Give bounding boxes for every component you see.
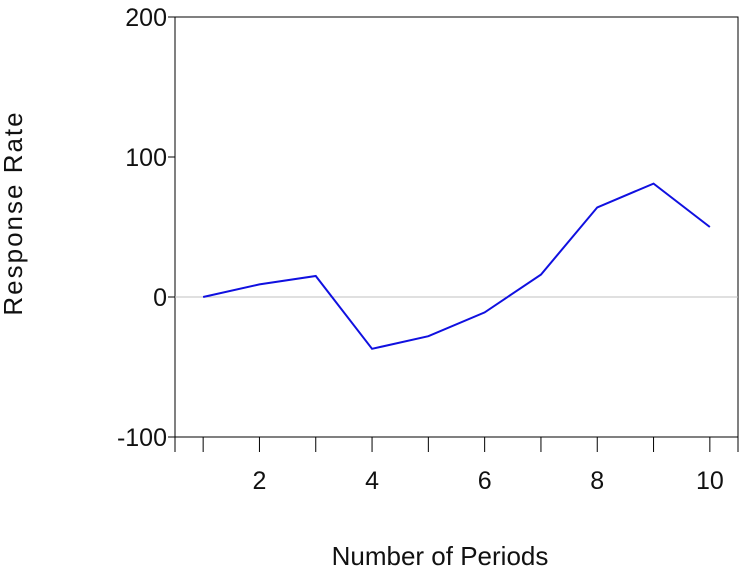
plot-frame	[175, 17, 738, 437]
y-tick-label: 0	[153, 284, 167, 312]
series-line-0	[203, 184, 710, 349]
x-tick-label: 10	[696, 467, 724, 495]
y-axis-title: Response Rate	[0, 110, 28, 315]
y-tick-label: 100	[125, 144, 167, 172]
x-axis-title: Number of Periods	[332, 541, 549, 571]
x-tick-label: 6	[478, 467, 492, 495]
x-tick-label: 2	[252, 467, 266, 495]
y-tick-label: 200	[125, 4, 167, 32]
x-tick-label: 8	[590, 467, 604, 495]
x-tick-label: 4	[365, 467, 379, 495]
y-tick-label: -100	[117, 424, 167, 452]
